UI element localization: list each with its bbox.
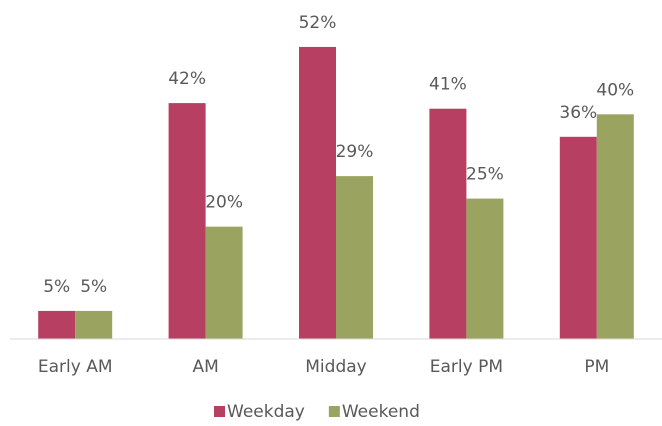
bar bbox=[38, 310, 76, 339]
bar bbox=[596, 114, 634, 339]
legend-swatch bbox=[328, 406, 340, 417]
data-label: 25% bbox=[466, 165, 504, 185]
legend-swatch bbox=[214, 406, 225, 417]
data-label: 5% bbox=[43, 277, 70, 297]
data-label: 42% bbox=[168, 69, 206, 89]
x-tick-label: PM bbox=[584, 357, 609, 377]
bar bbox=[336, 176, 373, 339]
bar bbox=[466, 198, 504, 339]
legend-label: Weekday bbox=[227, 402, 305, 422]
data-label: 41% bbox=[429, 75, 467, 95]
data-label: 5% bbox=[80, 277, 107, 297]
data-label: 20% bbox=[205, 193, 243, 213]
bar bbox=[168, 103, 206, 339]
bar bbox=[559, 136, 597, 339]
bar bbox=[75, 310, 113, 339]
bar bbox=[299, 46, 336, 339]
bar bbox=[429, 108, 467, 339]
x-tick-label: AM bbox=[192, 357, 218, 377]
bar bbox=[205, 226, 243, 339]
data-label: 36% bbox=[559, 103, 597, 123]
x-tick-label: Midday bbox=[305, 357, 366, 377]
data-label: 29% bbox=[336, 142, 374, 162]
data-label: 52% bbox=[299, 13, 337, 33]
legend-label: Weekend bbox=[342, 402, 420, 422]
x-tick-label: Early AM bbox=[38, 357, 113, 377]
x-tick-label: Early PM bbox=[430, 357, 503, 377]
data-label: 40% bbox=[596, 80, 634, 100]
